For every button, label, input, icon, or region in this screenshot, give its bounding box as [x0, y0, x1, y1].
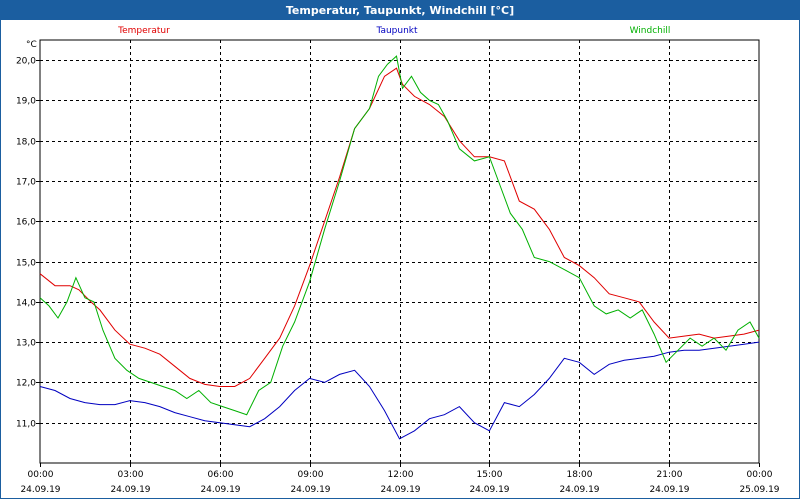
- x-tick-date: 25.09.19: [739, 485, 779, 495]
- x-tick-date: 24.09.19: [380, 485, 420, 495]
- x-tick-time: 18:00: [567, 470, 593, 480]
- x-tick-time: 00:00: [747, 470, 773, 480]
- x-tick-date: 24.09.19: [559, 485, 599, 495]
- x-tick-time: 12:00: [388, 470, 414, 480]
- y-tick-label: 14,0: [16, 299, 36, 309]
- y-axis-unit: °C: [26, 40, 37, 50]
- series-line-taupunkt: [39, 341, 760, 440]
- series-line-windchill: [39, 55, 760, 416]
- x-tick-date: 24.09.19: [469, 485, 509, 495]
- y-tick-label: 12,0: [16, 379, 36, 389]
- y-tick-label: 18,0: [16, 138, 36, 148]
- y-tick-label: 11,0: [16, 420, 36, 430]
- x-tick-date: 24.09.19: [649, 485, 689, 495]
- x-tick-date: 24.09.19: [110, 485, 150, 495]
- y-tick-label: 19,0: [16, 97, 36, 107]
- legend-taupunkt: Taupunkt: [375, 26, 418, 36]
- window-title: Temperatur, Taupunkt, Windchill [°C]: [0, 0, 800, 20]
- x-tick-time: 15:00: [477, 470, 503, 480]
- x-tick-time: 21:00: [657, 470, 683, 480]
- labels: 11,0 12,0 13,0 14,0 15,0 16,0 17,0 18,0 19,0 20,0…: [16, 26, 780, 495]
- axes: [36, 39, 760, 467]
- x-tick-time: 00:00: [28, 470, 54, 480]
- y-tick-label: 16,0: [16, 218, 36, 228]
- x-tick-date: 24.09.19: [290, 485, 330, 495]
- grid: [40, 40, 759, 463]
- x-tick-time: 06:00: [208, 470, 234, 480]
- y-tick-label: 13,0: [16, 339, 36, 349]
- x-tick-time: 09:00: [298, 470, 324, 480]
- series-lines: [39, 55, 760, 440]
- x-tick-time: 03:00: [118, 470, 144, 480]
- series-line-temperatur: [39, 67, 760, 387]
- legend-temperatur: Temperatur: [117, 26, 170, 36]
- y-tick-label: 17,0: [16, 178, 36, 188]
- y-tick-label: 15,0: [16, 259, 36, 269]
- plot-area: [39, 39, 760, 464]
- legend-windchill: Windchill: [630, 26, 671, 36]
- x-tick-date: 24.09.19: [200, 485, 240, 495]
- y-tick-label: 20,0: [16, 57, 36, 67]
- x-tick-date: 24.09.19: [20, 485, 60, 495]
